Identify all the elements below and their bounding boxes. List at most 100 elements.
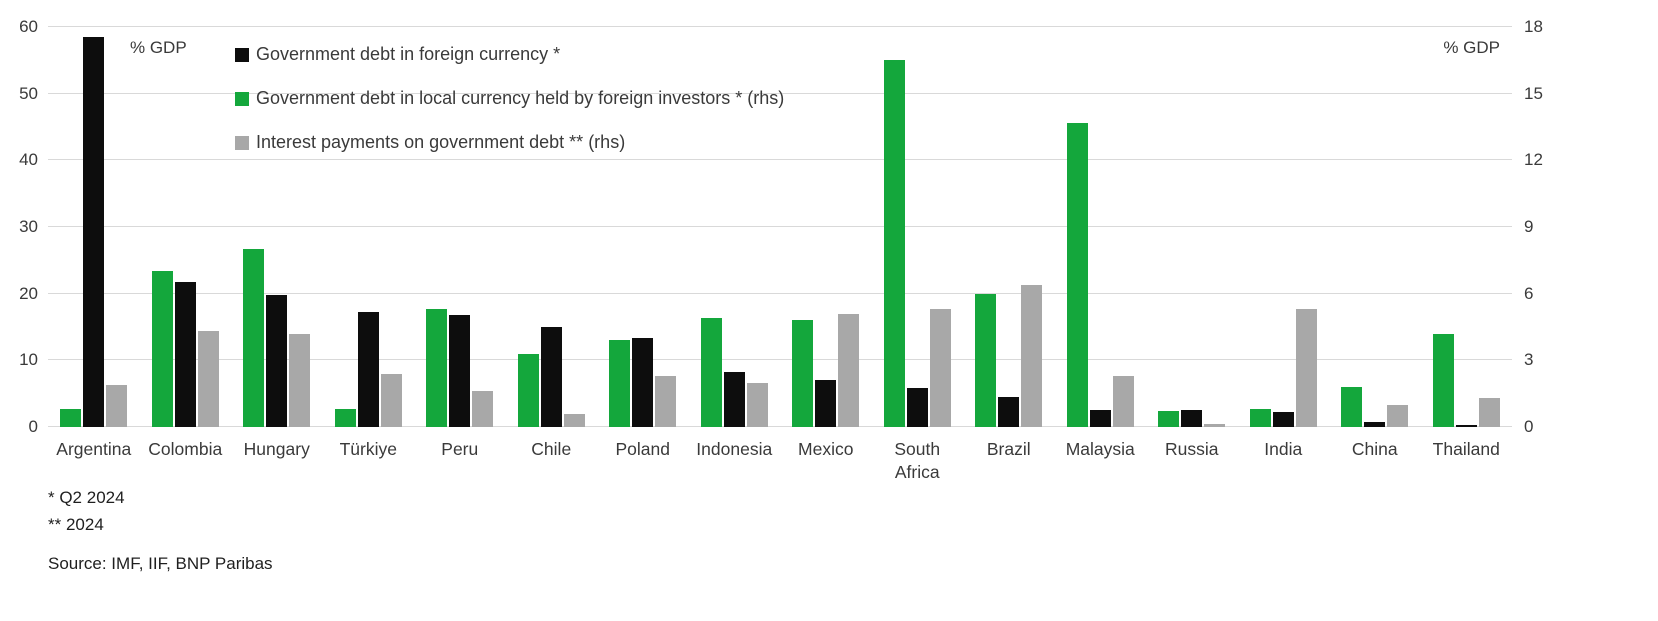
x-axis-label: Thailand xyxy=(1432,439,1500,459)
bar xyxy=(1089,410,1111,427)
left-axis-tick-label: 10 xyxy=(19,350,38,370)
bar xyxy=(1021,285,1043,427)
bar xyxy=(1455,425,1477,427)
bar xyxy=(357,312,379,427)
footnotes: * Q2 2024 ** 2024 Source: IMF, IIF, BNP … xyxy=(48,484,273,577)
bar xyxy=(1112,376,1134,427)
x-axis-label: Hungary xyxy=(243,439,310,459)
bar xyxy=(1387,405,1409,427)
bar xyxy=(563,414,585,427)
bar xyxy=(1249,409,1271,427)
x-axis-label: Türkiye xyxy=(339,439,397,459)
bar xyxy=(289,334,311,427)
bar xyxy=(1204,424,1226,427)
bar xyxy=(655,376,677,427)
bar-group-china xyxy=(1329,27,1421,427)
x-axis-label: China xyxy=(1351,439,1398,459)
gridline xyxy=(48,292,1512,294)
left-axis-tick-label: 40 xyxy=(19,150,38,170)
bar xyxy=(197,331,219,427)
x-axis-label: Poland xyxy=(615,439,671,459)
left-axis-tick-label: 50 xyxy=(19,83,38,103)
bar-group-brazil xyxy=(963,27,1055,427)
x-axis-label: Peru xyxy=(441,439,479,459)
bar xyxy=(838,314,860,427)
bar xyxy=(60,409,82,427)
bar-group-poland xyxy=(597,27,689,427)
left-axis-tick-label: 0 xyxy=(28,417,38,436)
right-axis-tick-label: 18 xyxy=(1524,17,1543,36)
right-y-axis: 0 3 6 9 12 15 18 xyxy=(1524,17,1564,436)
left-axis-unit-label: % GDP xyxy=(130,38,187,57)
x-axis-label: India xyxy=(1264,439,1303,459)
bar-group-thailand xyxy=(1421,27,1513,427)
bar xyxy=(517,354,539,427)
bar-group-peru xyxy=(414,27,506,427)
bar xyxy=(266,295,288,427)
right-axis-tick-label: 0 xyxy=(1524,417,1534,436)
legend-swatch-icon xyxy=(235,135,249,150)
x-axis-label: Brazil xyxy=(986,439,1031,459)
x-axis-label: Argentina xyxy=(56,439,132,459)
right-axis-tick-label: 9 xyxy=(1524,217,1534,236)
bar xyxy=(792,320,814,427)
bar xyxy=(1478,398,1500,427)
legend-label: Government debt in local currency held b… xyxy=(256,88,785,108)
gridline xyxy=(48,426,1512,427)
legend-item: Interest payments on government debt ** … xyxy=(235,132,784,153)
bar xyxy=(906,388,928,427)
right-axis-tick-label: 6 xyxy=(1524,283,1534,303)
legend-label: Government debt in foreign currency * xyxy=(256,44,561,64)
bar-group-hungary xyxy=(231,27,323,427)
legend-item: Government debt in local currency held b… xyxy=(235,88,784,109)
bar xyxy=(1295,309,1317,427)
x-axis-label: Indonesia xyxy=(696,439,773,459)
bar xyxy=(540,327,562,427)
bar xyxy=(1341,387,1363,427)
bar-group-argentina xyxy=(48,27,140,427)
bar xyxy=(174,282,196,427)
bar xyxy=(426,309,448,427)
bar xyxy=(1364,422,1386,427)
footnote-2024: ** 2024 xyxy=(48,515,104,534)
right-axis-tick-label: 12 xyxy=(1524,150,1543,170)
bar xyxy=(83,37,105,427)
bar xyxy=(243,249,265,427)
plot-area xyxy=(48,26,1513,427)
bar xyxy=(700,318,722,427)
bar xyxy=(1066,123,1088,427)
x-axis-label: Mexico xyxy=(798,439,854,459)
x-axis-label: Russia xyxy=(1165,439,1219,459)
footnote-q2-2024: * Q2 2024 xyxy=(48,488,125,507)
bar-group-india xyxy=(1238,27,1330,427)
gridline xyxy=(48,92,1512,94)
bar xyxy=(380,374,402,427)
x-axis-label: South Africa xyxy=(894,439,941,482)
bar xyxy=(151,271,173,427)
bar xyxy=(746,383,768,427)
left-axis-tick-label: 60 xyxy=(19,17,38,36)
bar xyxy=(883,60,905,427)
bar xyxy=(998,397,1020,427)
bar xyxy=(609,340,631,427)
bar xyxy=(472,391,494,427)
x-axis-label: Malaysia xyxy=(1065,439,1135,459)
bar xyxy=(1181,410,1203,427)
legend-label: Interest payments on government debt ** … xyxy=(256,132,626,152)
legend-swatch-icon xyxy=(235,47,249,62)
bar-group-malaysia xyxy=(1055,27,1147,427)
source-note: Source: IMF, IIF, BNP Paribas xyxy=(48,554,273,573)
bar xyxy=(1432,334,1454,427)
gridline xyxy=(48,159,1512,161)
legend: Government debt in foreign currency * Gov… xyxy=(235,44,784,176)
bar xyxy=(334,409,356,427)
bar-group-mexico xyxy=(780,27,872,427)
x-axis-label: Colombia xyxy=(148,439,223,459)
bar xyxy=(1158,411,1180,427)
x-axis-labels: Argentina Colombia Hungary Türkiye Peru Chile… xyxy=(48,438,1512,484)
right-axis-tick-label: 15 xyxy=(1524,83,1543,103)
bar-group-chile xyxy=(506,27,598,427)
x-axis-label: Chile xyxy=(531,439,572,459)
legend-swatch-icon xyxy=(235,91,249,106)
